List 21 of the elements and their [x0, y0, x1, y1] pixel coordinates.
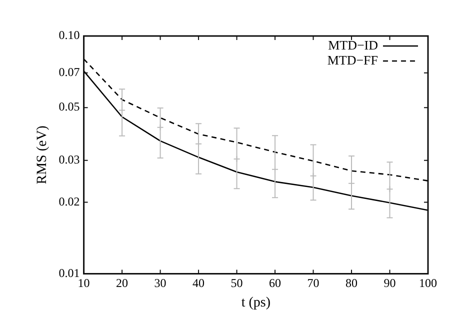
- legend-label: MTD−ID: [328, 37, 378, 52]
- x-axis-title: t (ps): [241, 295, 271, 310]
- y-tick-label: 0.10: [58, 28, 80, 42]
- y-tick-label: 0.01: [58, 266, 80, 280]
- y-tick-label: 0.07: [58, 64, 80, 79]
- x-tick-label: 100: [419, 276, 437, 290]
- x-tick-label: 90: [384, 276, 396, 290]
- x-tick-label: 10: [78, 276, 90, 290]
- x-tick-label: 20: [116, 276, 128, 290]
- x-tick-label: 30: [154, 276, 166, 290]
- y-axis-title: RMS (eV): [35, 125, 50, 184]
- x-tick-label: 50: [230, 276, 243, 290]
- x-tick-label: 70: [307, 276, 320, 290]
- y-tick-label: 0.05: [58, 100, 80, 114]
- y-tick-label: 0.03: [58, 152, 80, 166]
- x-tick-label: 40: [192, 276, 205, 290]
- x-tick-label: 60: [269, 276, 282, 290]
- legend-label: MTD−FF: [327, 52, 378, 68]
- y-tick-label: 0.02: [58, 194, 80, 208]
- x-tick-label: 80: [346, 276, 358, 290]
- line-series: [84, 58, 428, 182]
